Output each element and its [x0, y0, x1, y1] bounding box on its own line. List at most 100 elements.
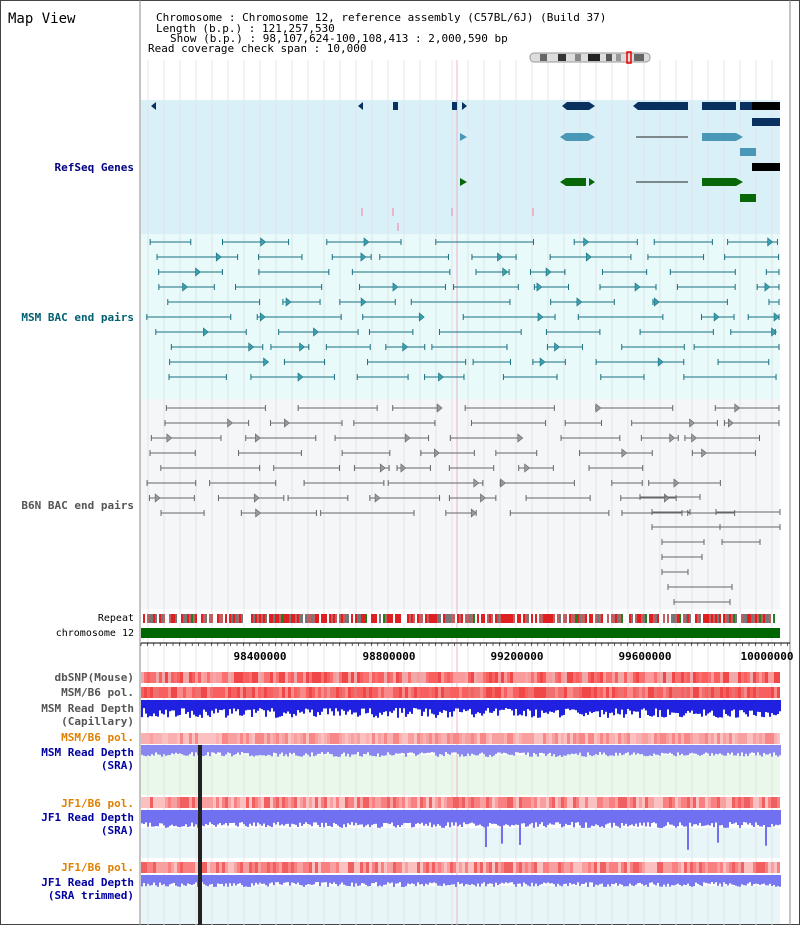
- heat-cell: [231, 733, 234, 744]
- depth-bar: [341, 875, 343, 883]
- heat-cell: [459, 687, 462, 698]
- track-label-msm-bac: MSM BAC end pairs: [21, 311, 134, 324]
- heat-cell: [159, 672, 162, 683]
- repeat-segment: [219, 614, 221, 623]
- depth-bar: [459, 875, 461, 885]
- heat-cell: [327, 862, 330, 873]
- repeat-segment: [289, 614, 291, 623]
- chromosome-bar[interactable]: [141, 628, 780, 638]
- jf1-b6-pol-track-2[interactable]: [141, 862, 780, 873]
- depth-bar: [555, 700, 557, 711]
- repeat-segment: [769, 614, 771, 623]
- repeat-segment: [355, 614, 357, 623]
- depth-bar: [145, 745, 147, 757]
- depth-bar: [481, 875, 483, 884]
- heat-cell: [450, 797, 453, 808]
- heat-cell: [603, 672, 606, 683]
- depth-bar: [259, 810, 261, 825]
- refseq-genes-track[interactable]: [151, 102, 780, 231]
- depth-bar: [499, 700, 501, 711]
- msm-bac-end-pairs-track[interactable]: [146, 237, 780, 382]
- depth-bar: [179, 700, 181, 715]
- heat-cell: [141, 733, 144, 744]
- heat-cell: [327, 797, 330, 808]
- depth-bar: [155, 745, 157, 753]
- heat-cell: [420, 733, 423, 744]
- depth-bar: [151, 700, 153, 717]
- depth-bar: [575, 810, 577, 823]
- depth-bar: [343, 875, 345, 885]
- msm-bac-track-bg: [141, 234, 780, 399]
- depth-bar: [513, 875, 515, 885]
- jf1-depth-sra-track[interactable]: [141, 810, 781, 850]
- depth-bar: [561, 745, 563, 757]
- dbsnp-track[interactable]: [141, 672, 780, 683]
- repeat-segment: [201, 614, 203, 623]
- heat-cell: [297, 687, 300, 698]
- heat-cell: [693, 797, 696, 808]
- heat-cell: [714, 672, 717, 683]
- axis-tick-label: 10000000: [741, 650, 794, 663]
- heat-cell: [195, 687, 198, 698]
- repeat-segment: [461, 614, 463, 623]
- heat-cell: [762, 687, 765, 698]
- depth-bar: [463, 875, 465, 887]
- heat-cell: [168, 687, 171, 698]
- jf1-b6-pol-track[interactable]: [141, 797, 780, 808]
- heat-cell: [486, 687, 489, 698]
- depth-bar: [505, 810, 507, 825]
- bac-end-arrow: [255, 508, 262, 518]
- repeat-track[interactable]: [141, 614, 781, 623]
- depth-bar: [357, 745, 359, 753]
- heat-cell: [591, 797, 594, 808]
- heat-cell: [627, 687, 630, 698]
- depth-bar: [519, 875, 521, 884]
- heat-cell: [261, 733, 264, 744]
- msm-depth-sra-track[interactable]: [141, 745, 781, 757]
- heat-cell: [606, 797, 609, 808]
- repeat-segment: [279, 614, 281, 623]
- depth-bar: [379, 875, 381, 886]
- depth-bar: [169, 875, 171, 885]
- depth-bar: [359, 745, 361, 757]
- heat-cell: [621, 862, 624, 873]
- heat-cell: [657, 672, 660, 683]
- depth-bar: [223, 875, 225, 887]
- depth-bar: [263, 745, 265, 756]
- depth-bar: [223, 810, 225, 825]
- heat-cell: [252, 672, 255, 683]
- depth-bar: [427, 745, 429, 753]
- depth-bar: [485, 875, 487, 887]
- page-title: Map View: [8, 11, 76, 27]
- depth-bar: [327, 745, 329, 753]
- depth-bar: [489, 745, 491, 755]
- chromosome-ideogram[interactable]: [529, 51, 651, 64]
- repeat-segment: [419, 614, 421, 623]
- heat-cell: [513, 862, 516, 873]
- msm-b6-pol-track[interactable]: [141, 687, 780, 698]
- depth-bar: [343, 745, 345, 753]
- heat-cell: [444, 733, 447, 744]
- repeat-segment: [475, 614, 477, 623]
- depth-bar: [665, 810, 667, 826]
- heat-cell: [690, 733, 693, 744]
- msm-b6-pol-track-2[interactable]: [141, 733, 780, 744]
- b6n-bac-end-pairs-track[interactable]: [146, 403, 781, 605]
- repeat-segment: [223, 614, 225, 623]
- repeat-segment: [729, 614, 731, 623]
- repeat-segment: [533, 614, 535, 623]
- heat-cell: [738, 862, 741, 873]
- depth-bar: [681, 810, 683, 826]
- heat-cell: [441, 687, 444, 698]
- repeat-segment: [727, 614, 729, 623]
- depth-bar: [333, 745, 335, 757]
- heat-cell: [561, 797, 564, 808]
- heat-cell: [282, 733, 285, 744]
- heat-cell: [666, 797, 669, 808]
- depth-bar: [527, 745, 529, 753]
- msm-depth-capillary-track[interactable]: [141, 700, 781, 718]
- heat-cell: [213, 672, 216, 683]
- depth-bar: [355, 810, 357, 823]
- depth-bar: [377, 810, 379, 828]
- heat-cell: [171, 672, 174, 683]
